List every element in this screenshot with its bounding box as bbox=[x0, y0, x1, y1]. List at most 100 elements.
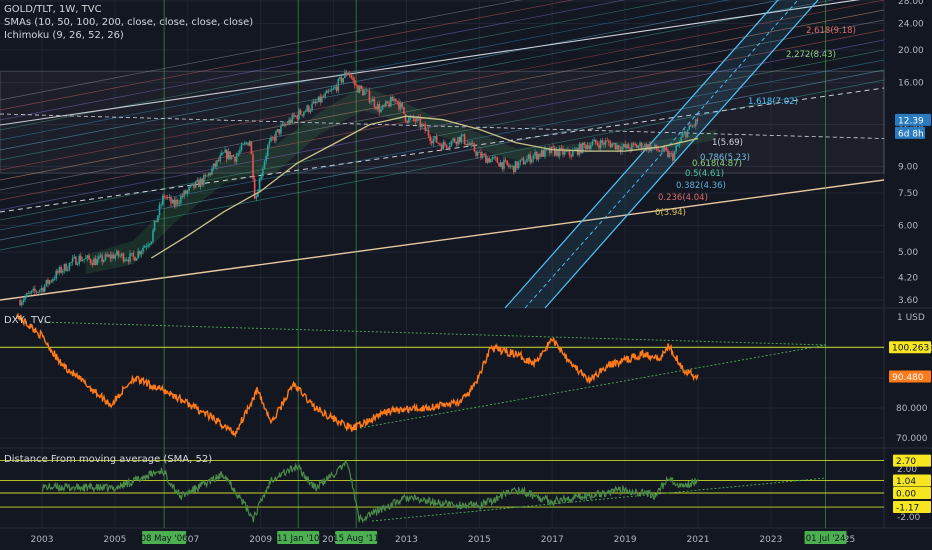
gold-candle[interactable] bbox=[235, 155, 238, 162]
gold-candle[interactable] bbox=[534, 152, 536, 156]
gold-candle[interactable] bbox=[262, 168, 264, 177]
gold-candle[interactable] bbox=[327, 90, 330, 92]
gold-candle[interactable] bbox=[345, 72, 348, 76]
gold-candle[interactable] bbox=[676, 144, 679, 147]
gold-candle[interactable] bbox=[691, 125, 694, 127]
gold-candle[interactable] bbox=[429, 136, 431, 142]
gold-candle[interactable] bbox=[617, 145, 620, 150]
gold-candle[interactable] bbox=[378, 103, 381, 113]
gold-candle[interactable] bbox=[409, 117, 412, 119]
gold-candle[interactable] bbox=[91, 262, 94, 266]
gold-candle[interactable] bbox=[75, 256, 77, 265]
gold-candle[interactable] bbox=[614, 143, 617, 150]
gold-candle[interactable] bbox=[352, 77, 354, 80]
gold-candle[interactable] bbox=[165, 196, 167, 198]
gold-candle[interactable] bbox=[171, 199, 174, 204]
gold-candle[interactable] bbox=[86, 255, 89, 258]
gold-candle[interactable] bbox=[626, 144, 628, 149]
gold-candle[interactable] bbox=[132, 253, 135, 257]
gold-candle[interactable] bbox=[32, 288, 35, 291]
gold-candle[interactable] bbox=[449, 145, 451, 148]
gold-candle[interactable] bbox=[504, 159, 507, 161]
gold-candle[interactable] bbox=[621, 146, 623, 152]
gold-candle[interactable] bbox=[265, 155, 267, 162]
distance-legend-title[interactable]: Distance From moving average (SMA, 52) bbox=[4, 454, 213, 465]
gold-candle[interactable] bbox=[134, 256, 136, 261]
gold-candle[interactable] bbox=[283, 123, 285, 126]
gold-candle[interactable] bbox=[337, 78, 340, 91]
gold-candle[interactable] bbox=[270, 137, 272, 142]
gold-candle[interactable] bbox=[147, 245, 149, 247]
gold-candle[interactable] bbox=[285, 124, 287, 126]
gold-candle[interactable] bbox=[508, 164, 510, 167]
gold-candle[interactable] bbox=[248, 141, 251, 146]
gold-candle[interactable] bbox=[266, 145, 269, 156]
gold-candle[interactable] bbox=[30, 290, 33, 293]
gold-candle[interactable] bbox=[45, 279, 48, 286]
gold-candle[interactable] bbox=[599, 140, 602, 149]
gold-candle[interactable] bbox=[55, 270, 58, 279]
gold-candle[interactable] bbox=[681, 133, 684, 138]
gold-candle[interactable] bbox=[596, 143, 599, 145]
gold-candle[interactable] bbox=[486, 158, 489, 163]
gold-candle[interactable] bbox=[683, 131, 686, 134]
gold-candle[interactable] bbox=[555, 149, 558, 156]
gold-candle[interactable] bbox=[348, 73, 351, 76]
gold-candle[interactable] bbox=[517, 162, 520, 169]
gold-candle[interactable] bbox=[444, 142, 446, 146]
gold-candle[interactable] bbox=[150, 241, 153, 244]
gold-candle[interactable] bbox=[358, 85, 361, 93]
gold-candle[interactable] bbox=[76, 263, 79, 265]
gold-candle[interactable] bbox=[29, 292, 31, 294]
gold-candle[interactable] bbox=[344, 72, 346, 78]
gold-candle[interactable] bbox=[245, 143, 248, 144]
gold-candle[interactable] bbox=[293, 114, 295, 117]
gold-candle[interactable] bbox=[229, 151, 231, 159]
gold-candle[interactable] bbox=[130, 253, 133, 255]
gold-candle[interactable] bbox=[421, 124, 423, 127]
gold-candle[interactable] bbox=[52, 279, 54, 282]
gold-candle[interactable] bbox=[473, 144, 476, 152]
dxy-line[interactable] bbox=[15, 312, 699, 438]
gold-candle[interactable] bbox=[501, 162, 504, 169]
gold-candle[interactable] bbox=[581, 142, 584, 153]
gold-candle[interactable] bbox=[117, 250, 120, 257]
gold-candle[interactable] bbox=[427, 130, 430, 137]
gold-candle[interactable] bbox=[73, 256, 76, 259]
gold-candle[interactable] bbox=[43, 285, 46, 292]
gold-candle[interactable] bbox=[347, 73, 349, 76]
gold-candle[interactable] bbox=[47, 279, 49, 284]
gold-candle[interactable] bbox=[367, 90, 369, 92]
gold-candle[interactable] bbox=[201, 178, 203, 185]
gold-candle[interactable] bbox=[447, 147, 449, 149]
gold-candle[interactable] bbox=[568, 149, 571, 156]
gold-candle[interactable] bbox=[84, 257, 87, 260]
gold-candle[interactable] bbox=[216, 160, 218, 167]
gold-candle[interactable] bbox=[519, 159, 522, 163]
gold-candle[interactable] bbox=[393, 98, 395, 101]
gold-candle[interactable] bbox=[483, 154, 486, 156]
gold-candle[interactable] bbox=[586, 145, 589, 149]
gold-candle[interactable] bbox=[260, 176, 263, 179]
gold-candle[interactable] bbox=[606, 140, 609, 142]
gold-candle[interactable] bbox=[280, 125, 282, 134]
gold-candle[interactable] bbox=[68, 262, 71, 270]
distance-line[interactable] bbox=[41, 460, 699, 524]
gold-candle[interactable] bbox=[71, 258, 74, 263]
gold-candle[interactable] bbox=[143, 246, 146, 248]
gold-candle[interactable] bbox=[544, 148, 546, 157]
gold-candle[interactable] bbox=[622, 144, 625, 147]
gold-candle[interactable] bbox=[575, 148, 577, 151]
gold-candle[interactable] bbox=[363, 91, 366, 96]
gold-candle[interactable] bbox=[162, 195, 164, 205]
gold-candle[interactable] bbox=[212, 163, 215, 169]
gold-candle[interactable] bbox=[234, 156, 236, 162]
gold-candle[interactable] bbox=[685, 131, 687, 138]
gold-candle[interactable] bbox=[122, 253, 125, 262]
gold-candle[interactable] bbox=[63, 263, 66, 271]
gold-candle[interactable] bbox=[524, 162, 527, 165]
gold-candle[interactable] bbox=[257, 192, 259, 197]
gold-candle[interactable] bbox=[663, 147, 666, 149]
gold-candle[interactable] bbox=[452, 138, 454, 141]
gold-candle[interactable] bbox=[311, 103, 313, 111]
